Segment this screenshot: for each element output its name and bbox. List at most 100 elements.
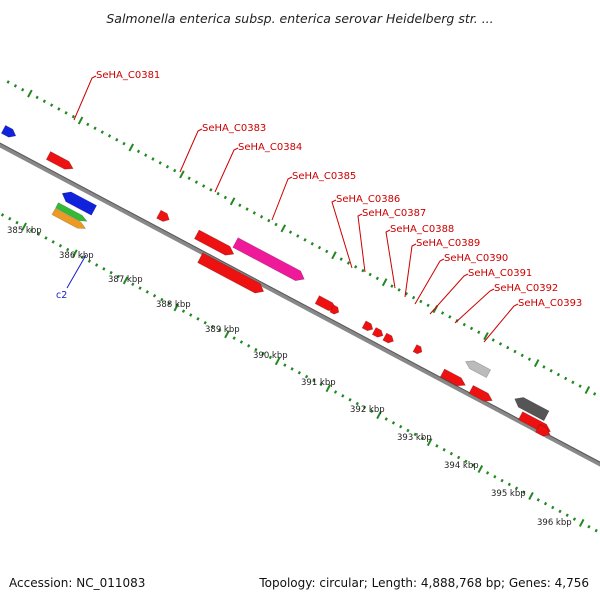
tick-mark-inner (15, 220, 19, 225)
tick-mark-outer (339, 257, 343, 261)
tick-mark-inner (485, 471, 490, 475)
leader-line (271, 176, 293, 221)
tick-mark-outer (223, 195, 228, 200)
tick-mark-inner (507, 482, 511, 487)
tick-mark-outer (288, 230, 293, 234)
leader-line (214, 147, 239, 193)
tick-mark-outer (556, 372, 561, 377)
gene-arrow (45, 151, 74, 170)
tick-mark-outer (21, 87, 25, 92)
gene-label: SeHA_C0392 (494, 283, 558, 294)
gene-arrow (468, 384, 493, 402)
gene-label: SeHA_C0383 (202, 123, 266, 134)
backbone-shadow (0, 142, 600, 464)
tick-mark-inner (536, 498, 540, 502)
tick-mark-inner (399, 424, 403, 429)
tick-mark-outer (578, 384, 582, 388)
leader-line (385, 229, 396, 289)
tick-mark-outer (173, 168, 177, 173)
tick-mark-outer (35, 95, 39, 100)
tick-mark-outer (165, 164, 170, 169)
tick-mark-inner (355, 401, 359, 406)
contig-label: c2 (56, 290, 67, 301)
tick-mark-outer (375, 276, 380, 281)
kbp-label: 389 kbp (205, 325, 240, 335)
gene-arrow (412, 344, 423, 355)
label-leader-lines (73, 75, 519, 343)
tick-mark-outer (491, 338, 495, 342)
kbp-label: 390 kbp (253, 351, 288, 361)
tick-mark-outer (513, 349, 517, 354)
tick-mark-outer (462, 322, 466, 327)
tick-mark-inner (145, 290, 149, 294)
tick-mark-inner (558, 509, 562, 514)
tick-mark-outer (498, 342, 503, 346)
tick-mark-inner (109, 270, 113, 275)
gene-label: SeHA_C0391 (468, 268, 532, 279)
tick-mark-outer (194, 180, 199, 184)
gene-arrow (0, 124, 17, 138)
tick-mark-inner (274, 357, 281, 366)
kbp-label: 387 kbp (108, 275, 143, 285)
tick-mark-inner (391, 421, 396, 425)
tick-mark-inner (304, 374, 309, 379)
tick-mark-inner (21, 222, 27, 231)
tick-mark-outer (274, 222, 278, 227)
tick-mark-inner (493, 474, 497, 479)
tick-mark-inner (122, 276, 129, 285)
tick-mark-inner (247, 344, 251, 348)
leader-line (331, 199, 353, 269)
gene-arrow (193, 229, 235, 256)
tick-mark-inner (254, 347, 258, 352)
tick-mark-inner (87, 259, 92, 263)
tick-mark-outer (426, 303, 430, 308)
tick-mark-outer (296, 234, 300, 238)
gene-arrow (439, 368, 466, 387)
contig-marker: c2 (56, 254, 87, 301)
gene-arrow (197, 252, 265, 294)
kbp-label: 393 kbp (397, 433, 432, 443)
tick-mark-inner (37, 232, 41, 236)
tick-mark-inner (587, 525, 591, 529)
tick-mark-inner (572, 517, 577, 521)
tick-mark-outer (100, 130, 104, 134)
tick-mark-outer (128, 143, 135, 152)
tick-mark-inner (312, 378, 316, 383)
tick-mark-outer (361, 268, 365, 273)
kbp-label: 396 kbp (537, 518, 572, 528)
tick-mark-inner (29, 228, 34, 233)
tick-mark-outer (6, 80, 10, 84)
tick-mark-inner (138, 286, 142, 290)
gene-arrow (535, 423, 551, 437)
gene-arrow (61, 191, 98, 216)
gene-label: SeHA_C0393 (518, 298, 582, 309)
tick-mark-outer (49, 103, 54, 107)
tick-mark-inner (196, 317, 200, 321)
tick-mark-outer (331, 251, 337, 260)
gene-arrow (156, 209, 170, 222)
tick-mark-inner (348, 397, 352, 402)
tick-mark-inner (297, 371, 301, 375)
gene-arrow (51, 208, 87, 229)
tick-mark-outer (549, 369, 553, 373)
tick-mark-inner (464, 459, 468, 464)
gene-label: SeHA_C0386 (336, 194, 400, 205)
contig-leader-line (66, 254, 87, 289)
tick-mark-outer (368, 272, 372, 277)
gene-label: SeHA_C0390 (444, 253, 508, 264)
tick-mark-inner (261, 351, 265, 356)
tick-mark-inner (333, 390, 338, 394)
tick-mark-outer (107, 134, 112, 138)
tick-mark-inner (167, 301, 171, 306)
tick-mark-inner (290, 367, 294, 371)
tick-mark-inner (224, 330, 230, 339)
leader-line (404, 243, 417, 298)
tick-mark-inner (95, 263, 99, 267)
tick-mark-outer (483, 332, 489, 341)
tick-mark-inner (362, 405, 367, 410)
tick-mark-outer (520, 353, 524, 358)
tick-mark-outer (527, 357, 532, 361)
tick-mark-inner (413, 432, 417, 437)
tick-mark-inner (181, 309, 186, 313)
tick-mark-inner (72, 249, 78, 258)
